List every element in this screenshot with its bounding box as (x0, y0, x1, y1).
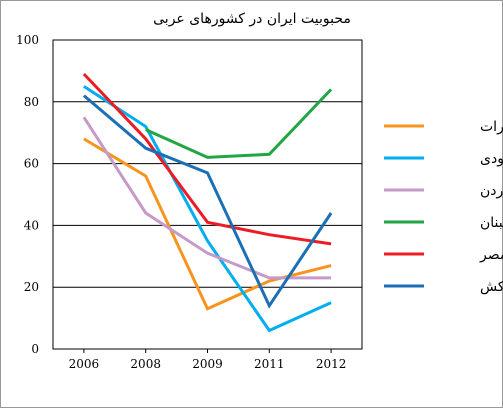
plot-area-border (52, 39, 363, 350)
series-layer (82, 72, 333, 333)
y-tick-label: 80 (24, 95, 39, 109)
grid-layer (53, 39, 362, 288)
y-tick-label: 0 (31, 342, 39, 356)
y-tick-label: 40 (24, 218, 39, 232)
x-tick-label: 2009 (192, 357, 223, 371)
x-tick-label: 2012 (316, 357, 347, 371)
x-tick-label: 2011 (254, 357, 285, 371)
legend-label-1: امارات (480, 119, 503, 135)
series-line-6 (82, 94, 333, 309)
series-line-3 (82, 116, 332, 280)
x-tick-label: 2006 (69, 357, 100, 371)
axis-layer: 0 20 40 60 80 100 2006 2008 2009 2011 2012 (16, 33, 363, 371)
legend-label-6: مراکش (480, 279, 503, 295)
chart-title: محبوبیت ایران در کشورهای عربی (153, 11, 351, 27)
y-tick-label: 60 (24, 157, 39, 171)
legend-label-2: سعودی (480, 151, 503, 167)
y-tick-label: 20 (24, 280, 39, 294)
series-line-2 (83, 85, 332, 333)
series-line-4 (145, 88, 333, 159)
legend: امارات سعودی اردن لبنان مصر مراکش (384, 119, 503, 295)
legend-label-5: مصر (479, 247, 503, 263)
series-line-1 (83, 137, 332, 311)
y-tick-label: 100 (16, 33, 39, 47)
x-tick-label: 2008 (130, 357, 161, 371)
legend-label-3: اردن (480, 183, 503, 199)
legend-label-4: لبنان (480, 215, 503, 231)
series-line-5 (82, 72, 332, 246)
